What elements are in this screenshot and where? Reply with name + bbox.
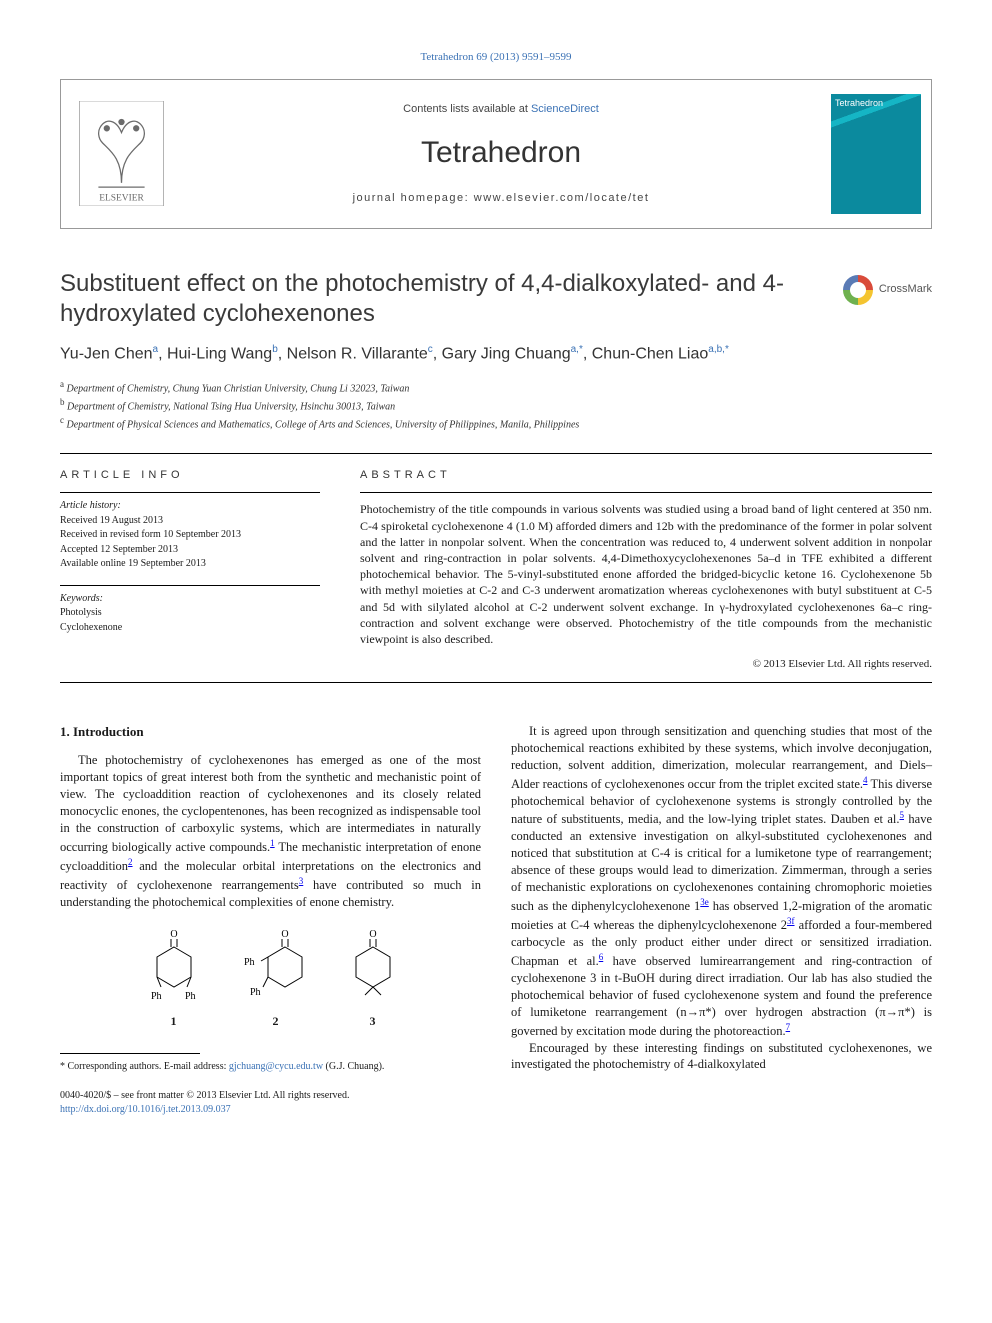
title-block: Substituent effect on the photochemistry…: [60, 269, 932, 329]
cover-cell: [821, 80, 931, 228]
section-rule: [60, 453, 932, 454]
svg-text:O: O: [369, 929, 376, 940]
abstract-text: Photochemistry of the title compounds in…: [360, 501, 932, 647]
author: Yu-Jen Chen: [60, 345, 153, 362]
affiliation-c: c Department of Physical Sciences and Ma…: [60, 414, 932, 432]
contents-available: Contents lists available at ScienceDirec…: [403, 102, 599, 117]
affil-link[interactable]: b: [272, 344, 278, 355]
journal-homepage: journal homepage: www.elsevier.com/locat…: [353, 191, 650, 206]
journal-name: Tetrahedron: [421, 133, 581, 174]
ref-link[interactable]: 3e: [700, 897, 709, 907]
affiliation-b: b Department of Chemistry, National Tsin…: [60, 396, 932, 414]
keywords-label: Keywords:: [60, 592, 320, 606]
homepage-url[interactable]: www.elsevier.com/locate/tet: [474, 192, 650, 204]
svg-text:Ph: Ph: [185, 991, 196, 1002]
journal-citation[interactable]: Tetrahedron 69 (2013) 9591–9599: [60, 50, 932, 65]
header-center: Contents lists available at ScienceDirec…: [181, 80, 821, 228]
affil-link[interactable]: a,b,*: [708, 344, 729, 355]
intro-heading: 1. Introduction: [60, 723, 481, 741]
svg-text:Ph: Ph: [151, 991, 162, 1002]
structure-label: 2: [241, 1013, 311, 1029]
email-link[interactable]: gjchuang@cycu.edu.tw: [229, 1061, 323, 1072]
received-date: Received 19 August 2013: [60, 514, 320, 528]
elsevier-tree-logo: ELSEVIER: [79, 101, 164, 206]
structure-2: O Ph Ph 2: [241, 929, 311, 1029]
svg-text:O: O: [281, 929, 288, 940]
structure-3: O 3: [347, 929, 399, 1029]
info-rule: [60, 492, 320, 493]
author-list: Yu-Jen Chena, Hui-Ling Wangb, Nelson R. …: [60, 343, 932, 366]
abstract-copyright: © 2013 Elsevier Ltd. All rights reserved…: [360, 657, 932, 672]
article-info-heading: ARTICLE INFO: [60, 468, 320, 483]
author: Chun-Chen Liao: [592, 345, 709, 362]
corresponding-footnote: * Corresponding authors. E-mail address:…: [60, 1060, 481, 1074]
contents-prefix: Contents lists available at: [403, 103, 531, 115]
author: Nelson R. Villarante: [287, 345, 428, 362]
journal-header: ELSEVIER Contents lists available at Sci…: [60, 79, 932, 229]
journal-cover-thumb: [831, 94, 921, 214]
right-column: It is agreed upon through sensitization …: [511, 723, 932, 1116]
svg-text:ELSEVIER: ELSEVIER: [99, 194, 144, 204]
revised-date: Received in revised form 10 September 20…: [60, 528, 320, 542]
online-date: Available online 19 September 2013: [60, 557, 320, 571]
keyword: Photolysis: [60, 606, 320, 620]
affiliations: a Department of Chemistry, Chung Yuan Ch…: [60, 378, 932, 433]
abstract-block: ABSTRACT Photochemistry of the title com…: [360, 468, 932, 672]
footnote-text: * Corresponding authors. E-mail address:: [60, 1061, 229, 1072]
homepage-label: journal homepage:: [353, 192, 474, 204]
accepted-date: Accepted 12 September 2013: [60, 543, 320, 557]
body-columns: 1. Introduction The photochemistry of cy…: [60, 723, 932, 1116]
author: Gary Jing Chuang: [442, 345, 571, 362]
copyright-block: 0040-4020/$ – see front matter © 2013 El…: [60, 1089, 481, 1116]
svg-text:Ph: Ph: [244, 957, 255, 968]
affiliation-text: Department of Chemistry, Chung Yuan Chri…: [67, 383, 410, 394]
footnote-tail: (G.J. Chuang).: [323, 1061, 384, 1072]
crossmark-label: CrossMark: [879, 282, 932, 297]
molecule-icon: O Ph Ph: [143, 929, 205, 1005]
affiliation-text: Department of Physical Sciences and Math…: [67, 420, 580, 431]
affiliation-text: Department of Chemistry, National Tsing …: [67, 401, 395, 412]
structure-label: 3: [347, 1013, 399, 1029]
abstract-rule: [360, 492, 932, 493]
structure-1: O Ph Ph 1: [143, 929, 205, 1029]
meta-row: ARTICLE INFO Article history: Received 1…: [60, 468, 932, 672]
author: Hui-Ling Wang: [167, 345, 272, 362]
doi-link[interactable]: http://dx.doi.org/10.1016/j.tet.2013.09.…: [60, 1104, 231, 1115]
chemical-structures: O Ph Ph 1 O Ph Ph 2: [60, 929, 481, 1029]
svg-text:O: O: [170, 929, 177, 940]
keyword: Cyclohexenone: [60, 621, 320, 635]
article-title: Substituent effect on the photochemistry…: [60, 269, 932, 329]
molecule-icon: O: [347, 929, 399, 1005]
structure-label: 1: [143, 1013, 205, 1029]
ref-link[interactable]: 3f: [787, 916, 795, 926]
sciencedirect-link[interactable]: ScienceDirect: [531, 103, 599, 115]
body-paragraph: It is agreed upon through sensitization …: [511, 723, 932, 1040]
keywords-block: Keywords: Photolysis Cyclohexenone: [60, 592, 320, 635]
section-rule: [60, 682, 932, 683]
svg-text:Ph: Ph: [250, 987, 261, 998]
affil-link[interactable]: a: [153, 344, 159, 355]
crossmark-badge[interactable]: CrossMark: [843, 275, 932, 305]
body-paragraph: Encouraged by these interesting findings…: [511, 1040, 932, 1074]
abstract-heading: ABSTRACT: [360, 468, 932, 483]
left-column: 1. Introduction The photochemistry of cy…: [60, 723, 481, 1116]
affil-link[interactable]: c: [428, 344, 433, 355]
history-label: Article history:: [60, 499, 320, 513]
intro-paragraph: The photochemistry of cyclohexenones has…: [60, 752, 481, 910]
publisher-logo-cell: ELSEVIER: [61, 80, 181, 228]
affiliation-a: a Department of Chemistry, Chung Yuan Ch…: [60, 378, 932, 396]
article-info-block: ARTICLE INFO Article history: Received 1…: [60, 468, 320, 672]
crossmark-icon: [843, 275, 873, 305]
molecule-icon: O Ph Ph: [241, 929, 311, 1005]
info-rule: [60, 585, 320, 586]
affil-link[interactable]: a,*: [571, 344, 583, 355]
ref-link[interactable]: 7: [786, 1022, 791, 1032]
footnote-rule: [60, 1053, 200, 1054]
front-matter: 0040-4020/$ – see front matter © 2013 El…: [60, 1089, 481, 1103]
